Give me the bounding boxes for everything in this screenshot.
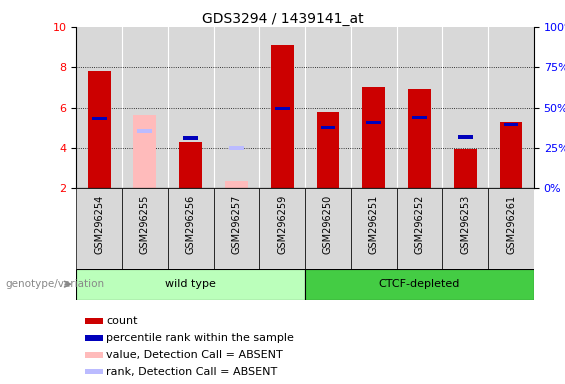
Bar [259,27,305,188]
Text: GSM296253: GSM296253 [460,195,470,254]
Bar [225,181,248,188]
Bar [133,114,157,188]
Bar [122,188,168,269]
Text: GSM296256: GSM296256 [186,195,195,254]
Bar [305,27,351,188]
Bar [275,107,290,110]
Text: GSM296257: GSM296257 [232,195,241,254]
Bar [458,135,473,139]
Bar [442,27,488,188]
Bar [85,318,103,324]
Bar [76,269,305,300]
Text: wild type: wild type [165,279,216,289]
Bar [183,136,198,139]
Bar [85,369,103,374]
Bar [271,45,294,188]
Text: GSM296259: GSM296259 [277,195,287,254]
Bar [351,27,397,188]
Bar [168,27,214,188]
Bar [408,89,431,188]
Text: count: count [106,316,138,326]
Text: GSM296252: GSM296252 [415,195,424,254]
Bar [88,71,111,188]
Bar [85,352,103,358]
Text: GSM296251: GSM296251 [369,195,379,254]
Text: GSM296261: GSM296261 [506,195,516,254]
Bar [214,27,259,188]
Bar [85,335,103,341]
Text: GSM296255: GSM296255 [140,195,150,254]
Bar [362,88,385,188]
Bar [488,27,534,188]
Bar [397,188,442,269]
Text: GSM296250: GSM296250 [323,195,333,254]
Bar [214,188,259,269]
Bar [412,116,427,119]
Bar [259,188,305,269]
Bar [229,146,244,150]
Bar [320,126,336,129]
Bar [305,188,351,269]
Bar [454,149,477,188]
Bar [503,123,519,126]
Bar [122,27,168,188]
Bar [442,188,488,269]
Bar [76,188,122,269]
Bar [488,188,534,269]
Bar [351,188,397,269]
Bar [76,27,122,188]
Bar [137,129,153,132]
Bar [92,117,107,121]
Text: GSM296254: GSM296254 [94,195,104,254]
Bar [305,269,534,300]
Bar [366,121,381,124]
Text: percentile rank within the sample: percentile rank within the sample [106,333,294,343]
Text: rank, Detection Call = ABSENT: rank, Detection Call = ABSENT [106,367,277,377]
Bar [397,27,442,188]
Bar [168,188,214,269]
Text: CTCF-depleted: CTCF-depleted [379,279,460,289]
Bar [179,142,202,188]
Text: value, Detection Call = ABSENT: value, Detection Call = ABSENT [106,350,283,360]
Bar [316,112,340,188]
Text: GDS3294 / 1439141_at: GDS3294 / 1439141_at [202,12,363,25]
Bar [499,122,523,188]
Text: genotype/variation: genotype/variation [6,279,105,289]
